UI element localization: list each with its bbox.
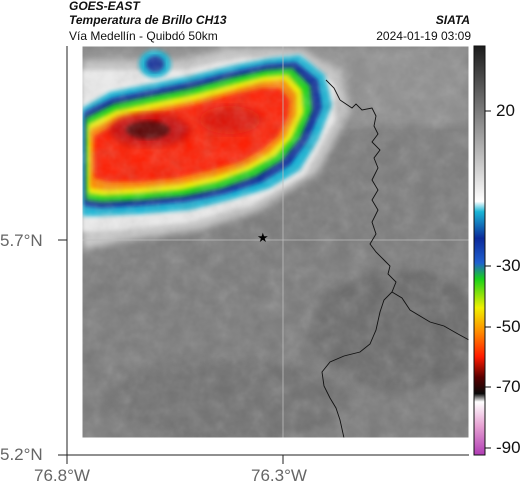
satellite-title: GOES-EAST — [69, 0, 140, 13]
colorbar-label-20: 20 — [496, 101, 515, 120]
product-title: Temperatura de Brillo CH13 — [69, 13, 227, 27]
colorbar-label-minus70: -70 — [496, 377, 521, 396]
lon-label-76.3: 76.3°W — [251, 466, 307, 485]
lon-label-76.8: 76.8°W — [34, 466, 90, 485]
lat-label-5.2: 5.2°N — [0, 445, 43, 464]
colorbar-label-minus30: -30 — [496, 256, 521, 275]
department-border-east — [391, 291, 469, 341]
reference-star-icon: ★ — [257, 230, 269, 245]
colorbar — [473, 45, 486, 456]
timestamp-label: 2024-01-19 03:09 — [376, 29, 471, 43]
satellite-image — [82, 46, 469, 438]
organization-label: SIATA — [435, 13, 470, 27]
department-border — [321, 99, 397, 438]
colorbar-label-minus90: -90 — [496, 438, 521, 457]
route-subtitle: Vía Medellín - Quibdó 50km — [69, 29, 218, 43]
colorbar-label-minus50: -50 — [496, 317, 521, 336]
lat-label-5.7: 5.7°N — [0, 231, 43, 250]
department-border-north — [325, 79, 341, 101]
